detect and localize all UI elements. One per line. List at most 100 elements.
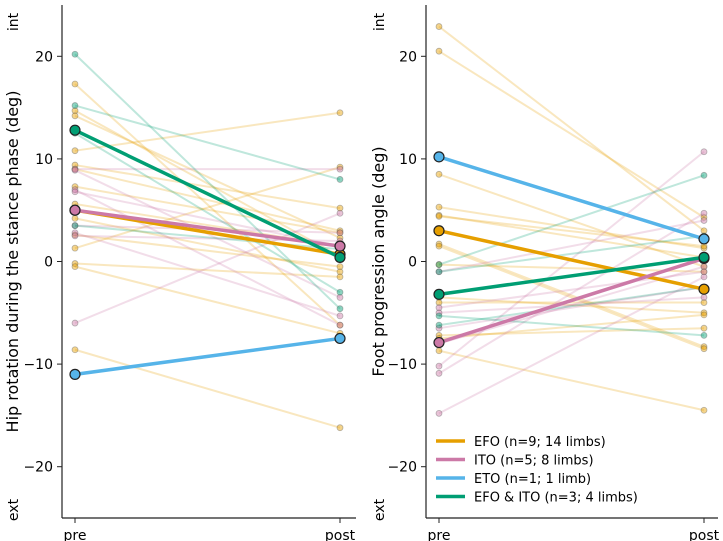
mean-point <box>698 233 710 245</box>
limb-line <box>74 104 341 181</box>
limb-point <box>435 170 443 178</box>
limb-point <box>435 268 443 276</box>
limb-point <box>336 424 344 432</box>
limb-line <box>438 296 705 314</box>
limb-point <box>435 362 443 370</box>
limb-point <box>71 186 79 194</box>
mean-point <box>433 288 445 300</box>
limb-point <box>336 288 344 296</box>
limb-point <box>336 227 344 235</box>
limb-point <box>435 321 443 329</box>
limb-point <box>336 163 344 171</box>
limb-point <box>71 346 79 354</box>
mean-line <box>438 229 705 291</box>
limb-line <box>438 263 705 273</box>
y-axis-label: Foot progression angle (deg) <box>369 146 388 376</box>
x-tick-label: pre <box>64 528 87 541</box>
y-tick-label: −20 <box>387 460 417 476</box>
limb-line <box>74 188 341 327</box>
limb-point <box>71 80 79 88</box>
y-axis-label: Hip rotation during the stance phase (de… <box>3 91 22 433</box>
limb-point <box>71 102 79 109</box>
limb-point <box>71 112 79 120</box>
limb-point <box>336 209 344 217</box>
limb-point <box>71 244 79 252</box>
limb-line <box>74 348 341 429</box>
panel-2: −20 −10 0 10 20 pre post Foot progression angle… <box>369 5 720 541</box>
limb-line <box>74 111 341 152</box>
limb-point <box>435 23 443 30</box>
limb-point <box>71 165 79 173</box>
limb-point <box>435 409 443 417</box>
limb-point <box>435 211 443 219</box>
limb-line <box>438 243 705 348</box>
limb-point <box>71 161 79 169</box>
limb-line <box>438 245 705 350</box>
mean-point <box>334 251 346 263</box>
y-tick-label: 20 <box>399 49 417 65</box>
limb-point <box>700 244 708 252</box>
limb-line <box>74 217 341 273</box>
limb-line <box>74 168 341 232</box>
limb-point <box>336 312 344 320</box>
limb-point <box>336 268 344 276</box>
mean-line <box>438 255 705 297</box>
mean-point <box>433 151 445 163</box>
limb-line <box>438 276 705 415</box>
limb-point <box>435 240 443 248</box>
mean-point <box>698 251 710 263</box>
legend: EFO (n=9; 14 limbs) ITO (n=5; 8 limbs) ETO… <box>436 435 638 506</box>
limb-point <box>435 312 443 320</box>
limb-line <box>438 212 705 375</box>
limb-point <box>435 47 443 55</box>
top-label: int <box>6 12 22 31</box>
limb-point <box>71 165 79 173</box>
limb-line <box>438 327 705 337</box>
limb-point <box>71 166 79 174</box>
mean-point <box>334 240 346 252</box>
limb-line <box>438 296 705 314</box>
limb-line <box>438 206 705 250</box>
y-tick-label: 20 <box>35 49 53 65</box>
limb-point <box>336 321 344 329</box>
limb-point <box>435 369 443 377</box>
x-tick-label: post <box>689 528 720 541</box>
limb-point <box>336 273 344 281</box>
limb-point <box>700 294 708 301</box>
limb-point <box>336 229 344 237</box>
limb-line <box>438 50 705 219</box>
limb-line <box>74 114 341 239</box>
mean-point <box>69 124 81 136</box>
limb-line <box>438 286 705 327</box>
limb-line <box>74 262 341 278</box>
limb-line <box>74 132 341 294</box>
limb-point <box>435 212 443 220</box>
mean-line <box>438 155 705 241</box>
limb-point <box>435 347 443 355</box>
panel-1: −20 −10 0 10 20 pre post Hip rotation during th… <box>3 5 356 541</box>
limb-point <box>700 345 708 353</box>
limb-point <box>336 204 344 212</box>
mean-point <box>334 332 346 345</box>
x-tick-label: post <box>325 528 356 541</box>
y-tick-label: −10 <box>387 357 417 373</box>
limb-point <box>336 165 344 173</box>
limb-point <box>435 324 443 332</box>
limb-point <box>435 309 443 317</box>
limb-line <box>74 265 341 335</box>
limb-point <box>71 183 79 191</box>
mean-line <box>74 128 341 259</box>
limb-point <box>435 261 443 268</box>
limb-line <box>438 219 705 273</box>
y-tick-label: 0 <box>44 255 53 271</box>
limb-point <box>700 148 708 156</box>
limb-point <box>71 229 79 237</box>
limb-line <box>74 109 341 258</box>
limb-point <box>700 406 708 414</box>
legend-label: ETO (n=1; 1 limb) <box>474 472 591 487</box>
y-tick-label: 10 <box>399 152 417 168</box>
limb-line <box>438 174 705 266</box>
limb-point <box>700 299 708 306</box>
limb-line <box>74 83 341 326</box>
